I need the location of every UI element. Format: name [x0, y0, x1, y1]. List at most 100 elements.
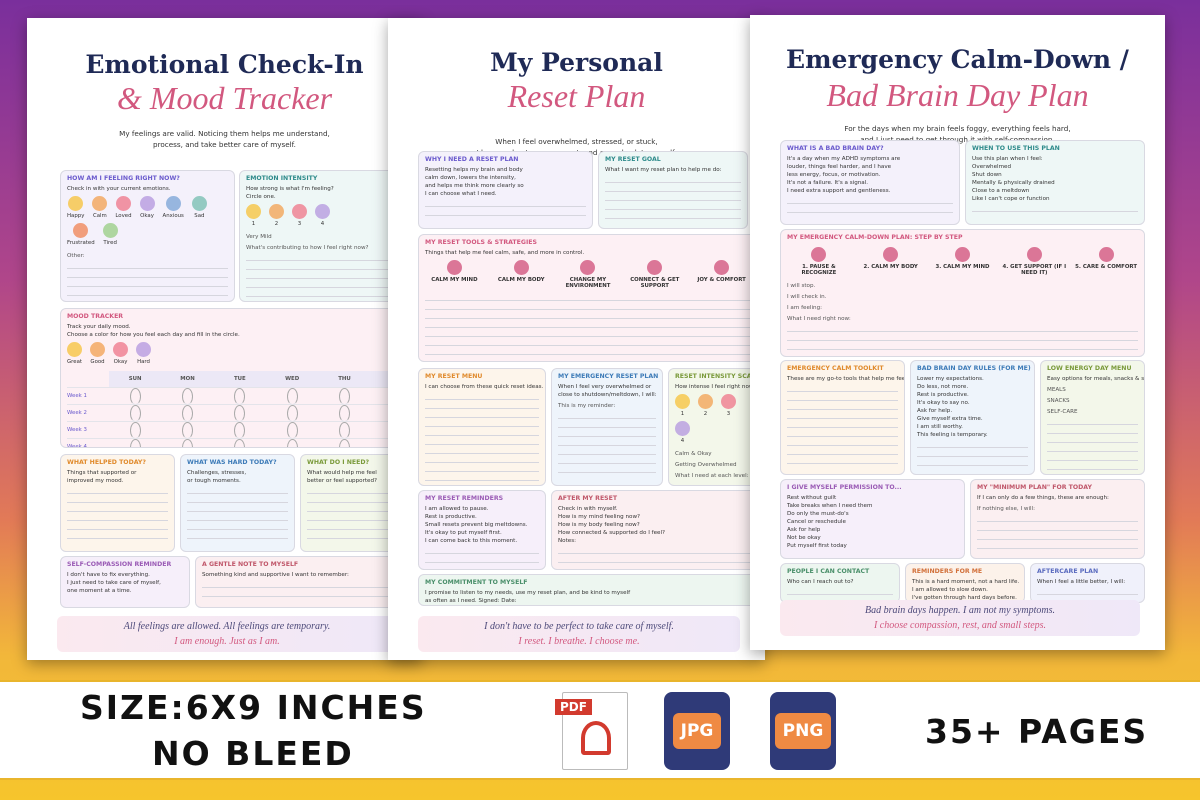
quote-line: I choose compassion, rest, and small ste…	[873, 620, 1047, 631]
chip: 4	[675, 421, 690, 444]
section-heading: LOW ENERGY DAY MENU	[1047, 365, 1132, 372]
section-heading: PEOPLE I CAN CONTACT	[787, 568, 870, 575]
circle	[286, 438, 298, 447]
table-cell	[213, 387, 266, 405]
section-note: Very Mild	[246, 234, 272, 240]
circle	[129, 404, 141, 422]
section-note: I will check in.	[787, 294, 827, 300]
table-cell	[161, 438, 213, 447]
chip-label: 3. CALM MY MIND	[935, 264, 990, 270]
chip-icon	[714, 260, 730, 275]
chip: Sad	[191, 196, 207, 219]
chip: 1. PAUSE & RECOGNIZE	[787, 247, 851, 276]
section-line: Take breaks when I need them	[787, 503, 873, 509]
section-line: How strong is what I'm feeling?	[246, 186, 334, 192]
circle	[234, 438, 246, 447]
format-icon: JPG	[664, 692, 730, 770]
write-lines	[425, 391, 539, 481]
section-line: I can choose what I need.	[425, 191, 497, 197]
circle	[338, 421, 350, 439]
chip-icon	[811, 247, 827, 262]
table-cell	[265, 404, 319, 422]
section: I GIVE MYSELF PERMISSION TO... Rest witho…	[780, 479, 965, 559]
section: WHAT IS A BAD BRAIN DAY? It's a day when …	[780, 140, 960, 225]
chip-icon	[73, 223, 89, 238]
section-heading: WHAT WAS HARD TODAY?	[187, 459, 277, 466]
write-lines	[246, 252, 412, 297]
chip-label: CONNECT & GET SUPPORT	[630, 277, 680, 289]
section: PEOPLE I CAN CONTACT Who can I reach out …	[780, 563, 900, 603]
section-line: Ask for help.	[917, 408, 953, 414]
table-cell	[318, 404, 371, 422]
section-note: MEALS	[1047, 387, 1066, 393]
section-line: What would help me feel	[307, 470, 377, 476]
section-heading: WHEN TO USE THIS PLAN	[972, 145, 1060, 152]
section-heading: MY "MINIMUM PLAN" FOR TODAY	[977, 484, 1092, 491]
page: Emotional Check-In & Mood Tracker My feeli…	[27, 18, 422, 660]
chip: 3	[292, 204, 307, 227]
section-heading: MY RESET REMINDERS	[425, 495, 504, 502]
section: WHEN TO USE THIS PLAN Use this plan when …	[965, 140, 1145, 225]
section-line: Put myself first today	[787, 543, 847, 549]
chip-label: 1. PAUSE & RECOGNIZE	[801, 264, 837, 276]
size-label: SIZE:6X9 INCHES	[80, 688, 427, 727]
chip-label: Calm	[92, 213, 107, 219]
section-line: Things that supported or	[67, 470, 137, 476]
chip: Hard	[136, 342, 152, 365]
section-line: It's okay to say no.	[917, 400, 970, 406]
chip-label: 5. CARE & COMFORT	[1075, 264, 1138, 270]
section-line: It's a day when my ADHD symptoms are	[787, 156, 901, 162]
section-line: Resetting helps my brain and body	[425, 167, 523, 173]
circle	[181, 421, 193, 439]
page-title: Emergency Calm-Down /	[786, 45, 1129, 74]
chip-icon	[513, 260, 529, 275]
intro: My feelings are valid. Noticing them hel…	[27, 128, 422, 150]
section-line: How intense I feel right now?	[675, 384, 757, 390]
chip-label: Great	[67, 359, 83, 365]
section-note: SELF-CARE	[1047, 409, 1078, 415]
write-lines	[917, 439, 1028, 470]
section: MY COMMITMENT TO MYSELF I promise to list…	[418, 574, 758, 606]
section-line: Do only the must-do's	[787, 511, 849, 517]
chip-row: 1 2 3 4	[246, 204, 412, 227]
chip-icon	[165, 196, 181, 211]
section-heading: SELF-COMPASSION REMINDER	[67, 561, 172, 568]
section-line: How is my body feeling now?	[558, 522, 640, 528]
chip: 3	[721, 394, 736, 417]
page-title: My Personal	[490, 48, 663, 77]
section-heading: WHAT DO I NEED?	[307, 459, 370, 466]
chip-row: 1. PAUSE & RECOGNIZE 2. CALM MY BODY 3. CA…	[787, 247, 1138, 276]
section-line: These are my go-to tools that help me fe…	[787, 376, 905, 382]
chip: CALM MY MIND	[425, 260, 484, 289]
circle	[234, 387, 246, 405]
section-line: or tough moments.	[187, 478, 241, 484]
section-line: Cancel or reschedule	[787, 519, 846, 525]
chip-icon	[580, 260, 596, 275]
section-heading: I GIVE MYSELF PERMISSION TO...	[787, 484, 902, 491]
section-line: close to shutdown/meltdown, I will:	[558, 392, 657, 398]
chip: CALM MY BODY	[492, 260, 551, 289]
section-line: less energy, focus, or motivation.	[787, 172, 881, 178]
section-line: I can come back to this moment.	[425, 538, 518, 544]
section-line: Things that help me feel calm, safe, and…	[425, 250, 585, 256]
chip-label: Frustrated	[67, 240, 95, 246]
circle	[286, 387, 298, 405]
chip: Frustrated	[67, 223, 95, 246]
format-label: PNG	[774, 713, 832, 749]
section-line: Choose a color for how you feel each day…	[67, 332, 240, 338]
page: My Personal Reset Plan When I feel overwhe…	[388, 18, 765, 660]
table-column: THU	[318, 371, 371, 388]
chip-icon	[113, 342, 129, 357]
circle	[338, 438, 350, 447]
section-line: This is a hard moment, not a hard life.	[912, 579, 1020, 585]
pages-label: 35+ PAGES	[925, 712, 1149, 751]
chip: 2	[698, 394, 713, 417]
section-line: Close to a meltdown	[972, 188, 1030, 194]
pdf-glyph	[581, 721, 611, 755]
page-subtitle: Bad Brain Day Plan	[826, 77, 1089, 113]
section-line: How is my mind feeling now?	[558, 514, 640, 520]
table-cell	[161, 421, 214, 439]
table-cell	[109, 404, 162, 422]
chip: 1	[675, 394, 690, 417]
chip: 5. CARE & COMFORT	[1074, 247, 1138, 276]
